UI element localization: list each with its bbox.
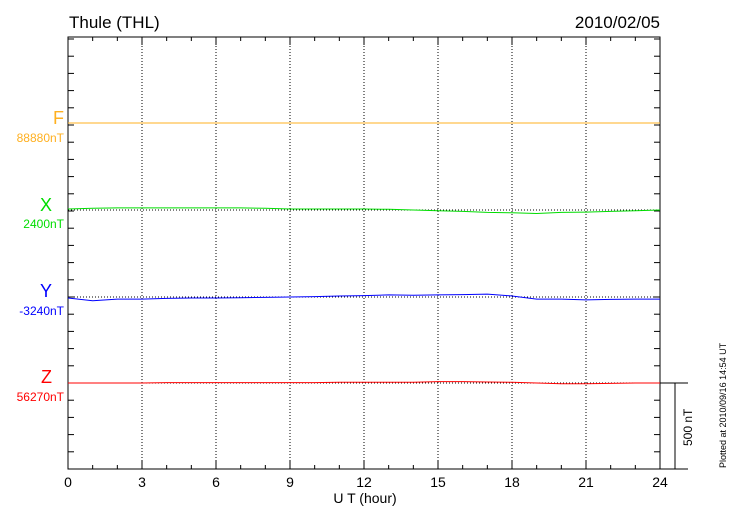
- series-line-y: [67, 293, 660, 302]
- series-line-x: [67, 207, 661, 214]
- component-label-y: Y: [39, 281, 52, 301]
- component-label-z: Z: [41, 367, 52, 387]
- x-axis-label: U T (hour): [333, 490, 397, 506]
- baseline-label-f: 88880nT: [16, 131, 64, 145]
- baseline-label-z: 56270nT: [16, 390, 64, 404]
- x-tick-label: 12: [356, 474, 372, 490]
- series-line-z: [68, 381, 660, 385]
- plotted-timestamp: Plotted at 2010/09/16 14:54 UT: [718, 342, 728, 468]
- scale-bar-label: 500 nT: [681, 408, 695, 446]
- station-title: Thule (THL): [69, 13, 160, 32]
- x-tick-label: 15: [430, 474, 446, 490]
- baseline-label-y: -3240nT: [19, 304, 64, 318]
- x-tick-label: 0: [64, 474, 72, 490]
- baseline-label-x: 2400nT: [23, 217, 64, 231]
- plot-date: 2010/02/05: [574, 13, 660, 32]
- x-tick-label: 6: [212, 474, 220, 490]
- x-tick-label: 9: [286, 474, 294, 490]
- x-tick-label: 18: [504, 474, 520, 490]
- x-tick-label: 3: [138, 474, 146, 490]
- component-label-f: F: [53, 108, 64, 128]
- x-tick-label: 24: [652, 474, 668, 490]
- component-label-x: X: [39, 195, 52, 215]
- x-tick-label: 21: [578, 474, 594, 490]
